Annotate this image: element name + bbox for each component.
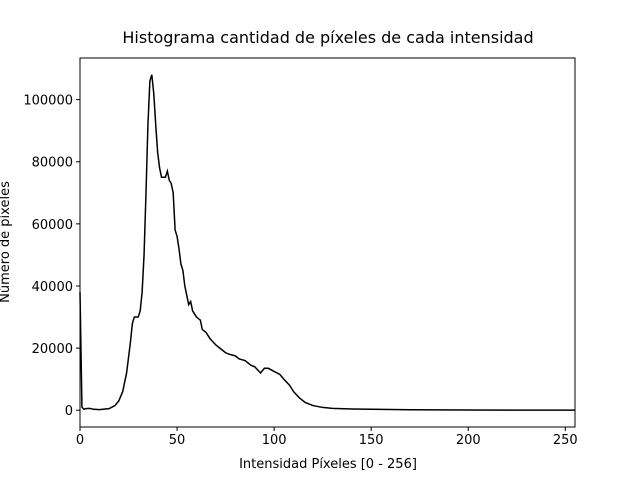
y-tick-label: 20000	[32, 342, 73, 357]
plot-frame	[79, 57, 576, 428]
y-tick-label: 80000	[32, 156, 73, 171]
data-line	[79, 74, 576, 411]
chart-title: Histograma cantidad de píxeles de cada i…	[122, 28, 533, 47]
x-tick-label: 250	[553, 433, 578, 448]
y-axis-label: Número de píxeles	[0, 181, 13, 303]
x-tick-label: 100	[262, 433, 287, 448]
y-tick-label: 100000	[23, 94, 73, 109]
x-tick-label: 150	[359, 433, 384, 448]
y-tick-label: 40000	[32, 280, 73, 295]
x-tick-label: 200	[456, 433, 481, 448]
y-tick-label: 60000	[32, 218, 73, 233]
x-tick-label: 50	[169, 433, 186, 448]
x-axis-label: Intensidad Píxeles [0 - 256]	[239, 457, 417, 472]
y-tick-label: 0	[65, 404, 73, 419]
x-tick-label: 0	[76, 433, 84, 448]
